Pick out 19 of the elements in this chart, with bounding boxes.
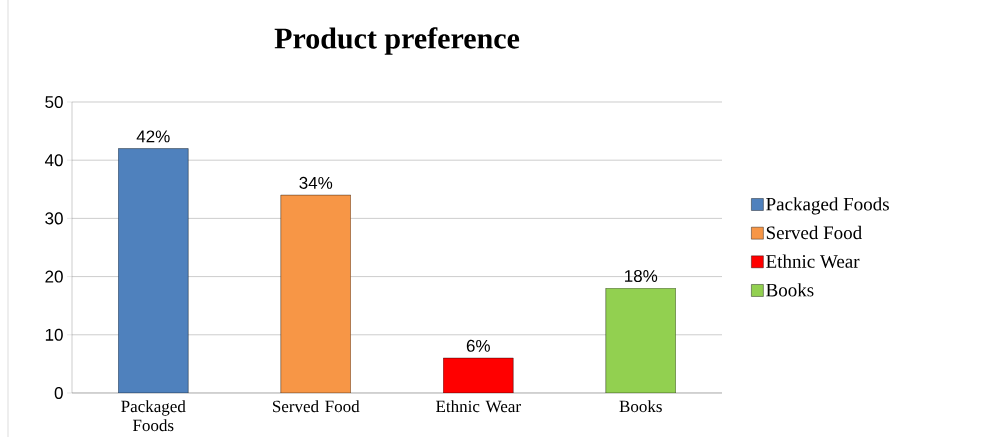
y-tick-label: 50 <box>45 95 63 109</box>
data-label: 42% <box>136 130 170 143</box>
x-tick-label: Ethnic Wear <box>436 400 521 413</box>
chart-title: Product preference <box>274 27 520 55</box>
y-tick-label: 40 <box>44 154 63 167</box>
y-tick-label: 0 <box>54 386 63 400</box>
y-tick-label: 10 <box>45 328 63 341</box>
legend-label: Ethnic Wear <box>766 254 860 268</box>
legend-label: Packaged Foods <box>766 197 889 215</box>
y-tick-label: 30 <box>45 212 63 225</box>
data-label: 18% <box>625 269 658 283</box>
y-tick-label: 20 <box>45 270 63 283</box>
x-tick-label: Packaged Foods <box>121 400 186 432</box>
data-label: 34% <box>299 176 333 189</box>
legend-label: Books <box>766 283 814 297</box>
x-tick-label: Served Food <box>272 400 360 413</box>
data-label: 6% <box>466 339 490 352</box>
legend-label: Served Food <box>766 225 862 240</box>
x-tick-label: Books <box>619 400 662 413</box>
